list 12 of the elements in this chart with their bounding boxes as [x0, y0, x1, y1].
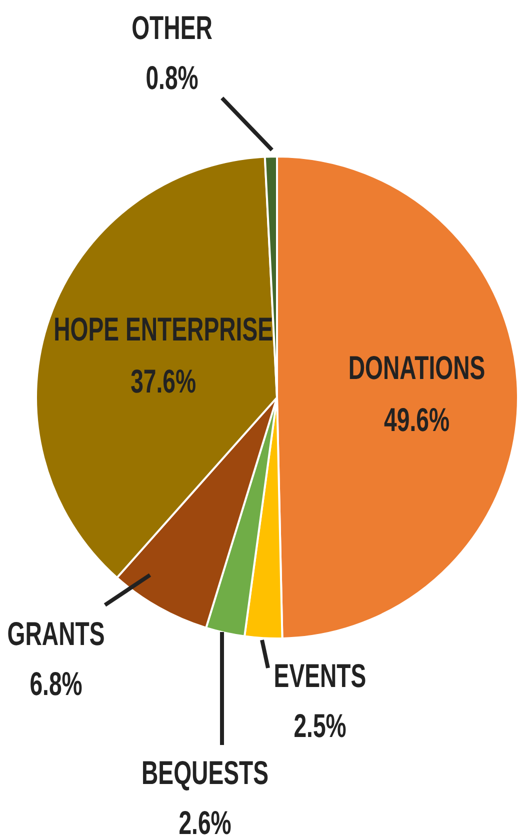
data-label: 2.5%: [294, 708, 346, 746]
data-label: 49.6%: [384, 402, 450, 440]
slice-label: DONATIONS: [348, 350, 486, 388]
slice-label: GRANTS: [7, 616, 105, 654]
data-label: 6.8%: [30, 666, 82, 704]
slice-label: HOPE ENTERPRISE: [54, 312, 274, 349]
data-label: 0.8%: [146, 60, 198, 98]
data-label: 37.6%: [130, 364, 196, 401]
slice-label: OTHER: [132, 10, 212, 48]
slice-label: EVENTS: [274, 658, 366, 696]
slice-label: BEQUESTS: [141, 755, 269, 792]
data-label: 2.6%: [178, 805, 232, 838]
